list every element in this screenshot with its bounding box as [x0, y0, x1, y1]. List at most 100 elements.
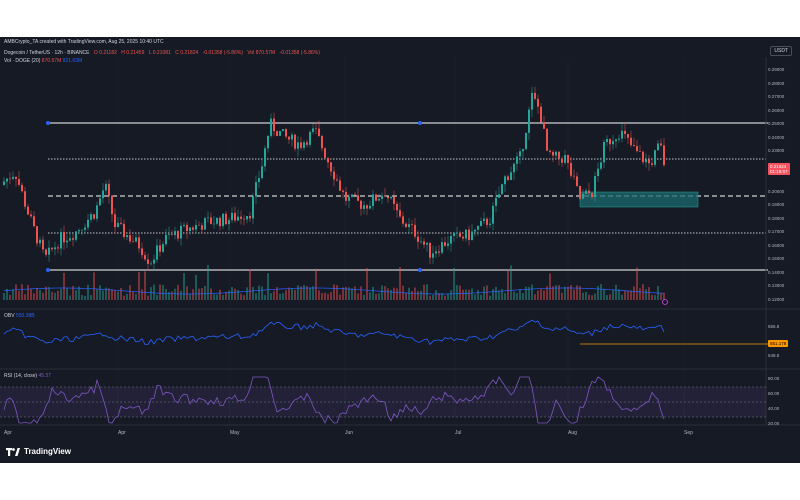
currency-badge[interactable]: USDT	[770, 46, 792, 56]
candle-body	[186, 224, 188, 232]
candle-body	[42, 239, 44, 250]
volume-bar	[441, 293, 443, 300]
candle-body	[279, 131, 281, 136]
candle-body	[417, 236, 419, 242]
rsi-line	[3, 376, 665, 424]
candle-body	[477, 225, 479, 230]
obv-axis-low: 548.8	[768, 353, 780, 358]
candle-body	[609, 139, 611, 145]
candle-body	[390, 196, 392, 199]
volume-bar	[537, 290, 539, 300]
volume-bar	[555, 285, 557, 300]
rsi-legend: RSI (14, close) 45.37	[4, 373, 51, 379]
obv-label[interactable]: OBV	[4, 313, 15, 319]
candle-body	[54, 247, 56, 250]
candle-body	[660, 143, 662, 146]
volume-bar	[219, 289, 221, 300]
candle-body	[663, 145, 665, 166]
candle-body	[339, 180, 341, 191]
candle-body	[351, 194, 353, 197]
chart-credit: AMBCrypto_TA created with TradingView.co…	[4, 39, 164, 45]
symbol-name[interactable]: Dogecoin / TetherUS · 12h · BINANCE	[4, 50, 90, 56]
volume-bar	[42, 292, 44, 300]
candle-body	[369, 205, 371, 209]
rsi-label[interactable]: RSI (14, close)	[4, 373, 38, 379]
volume-bar	[429, 295, 431, 300]
volume-bar	[183, 273, 185, 300]
resistance-anchor-mid[interactable]	[418, 121, 422, 125]
price-axis-label: 0.17000	[768, 229, 785, 235]
volume-bar	[345, 286, 347, 300]
volume-bar	[255, 293, 257, 300]
candle-body	[189, 227, 191, 232]
volume-bar	[483, 286, 485, 300]
volume-bar	[633, 286, 635, 300]
chart-canvas[interactable]	[0, 37, 800, 463]
rsi-axis-20: 20.00	[768, 421, 780, 426]
candle-body	[471, 231, 473, 241]
candle-body	[144, 255, 146, 260]
tradingview-logo[interactable]: TradingView	[6, 447, 71, 456]
volume-bar	[132, 291, 134, 300]
candle-body	[48, 247, 50, 255]
volume-bar	[636, 267, 638, 300]
candle-body	[531, 92, 533, 110]
candle-body	[93, 214, 95, 219]
candle-body	[621, 130, 623, 139]
candle-body	[246, 215, 248, 220]
volume-bar	[192, 289, 194, 300]
volume-bar	[543, 290, 545, 300]
candle-body	[135, 237, 137, 242]
volume-bar	[96, 289, 98, 300]
obv-legend: OBV 550.38B	[4, 313, 35, 319]
volume-bar	[663, 292, 665, 300]
candle-body	[84, 227, 86, 230]
volume-bar	[348, 287, 350, 300]
candle-body	[582, 194, 584, 199]
resistance-anchor-left[interactable]	[46, 121, 50, 125]
candle-body	[450, 235, 452, 244]
support-anchor-mid[interactable]	[418, 268, 422, 272]
volume-bar	[246, 287, 248, 300]
candle-body	[630, 137, 632, 146]
obv-level-tag[interactable]: 551.178	[768, 340, 789, 347]
volume-bar	[630, 290, 632, 300]
support-anchor-left[interactable]	[46, 268, 50, 272]
volume-bar	[153, 284, 155, 300]
candle-body	[453, 232, 455, 236]
current-price-tag[interactable]: 0.21824 01:19:57	[768, 163, 790, 175]
candle-body	[18, 179, 20, 185]
volume-bar	[654, 295, 656, 300]
candle-body	[513, 163, 515, 173]
candle-body	[294, 134, 296, 149]
demand-zone-box[interactable]	[579, 191, 699, 208]
volume-label[interactable]: Vol · DOGE (20)	[4, 58, 41, 64]
volume-bar	[159, 284, 161, 300]
price-axis-label: 0.23000	[768, 148, 785, 154]
volume-bar	[615, 284, 617, 300]
volume-bar	[624, 290, 626, 300]
chart-window: AMBCrypto_TA created with TradingView.co…	[0, 37, 800, 463]
candle-body	[147, 259, 149, 264]
volume-bar	[300, 286, 302, 300]
candle-body	[648, 159, 650, 164]
candle-body	[258, 178, 260, 183]
volume-bar	[609, 294, 611, 300]
candle-body	[297, 142, 299, 149]
last-bar-marker[interactable]	[662, 299, 668, 305]
volume-bar	[186, 286, 188, 300]
volume-value-1: 870.57M	[41, 58, 62, 64]
candle-body	[306, 142, 308, 145]
candle-body	[327, 157, 329, 163]
volume-bar	[39, 290, 41, 300]
candle-body	[618, 138, 620, 140]
candle-body	[264, 148, 266, 167]
volume-bar	[504, 293, 506, 300]
volume-bar	[279, 293, 281, 300]
volume-bar	[30, 288, 32, 300]
candle-body	[555, 151, 557, 156]
candle-body	[603, 141, 605, 163]
volume-bar	[351, 288, 353, 300]
candle-body	[198, 224, 200, 226]
volume-bar	[27, 284, 29, 300]
